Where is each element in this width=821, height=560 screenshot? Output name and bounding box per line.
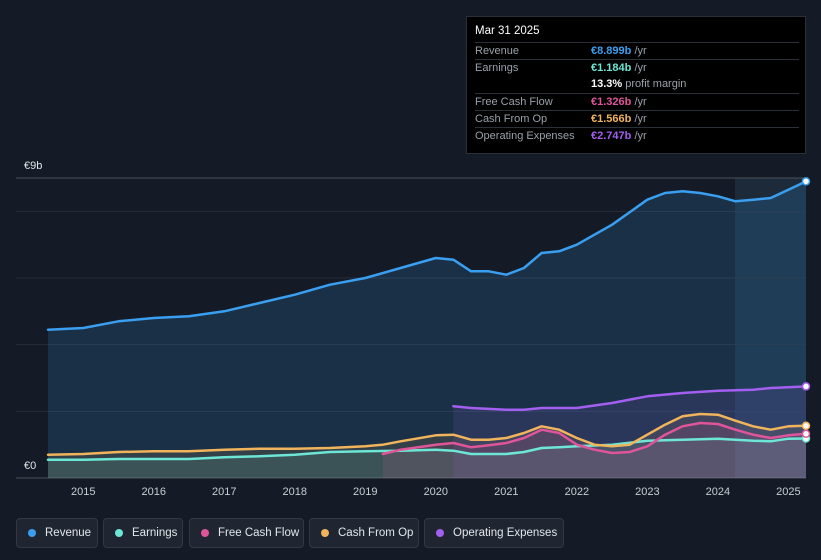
series-lines <box>46 180 808 461</box>
legend-item-earnings[interactable]: Earnings <box>103 518 183 548</box>
tooltip-row-revenue: Revenue €8.899b /yr <box>475 42 799 60</box>
area-operating-expenses <box>453 386 806 478</box>
series-end-markers <box>801 177 811 443</box>
legend-dot-icon <box>115 529 123 537</box>
forecast-shade <box>735 178 806 478</box>
tooltip-value: 13.3% profit margin <box>591 78 687 90</box>
tooltip-value: €1.326b /yr <box>591 96 647 108</box>
tooltip-value: €8.899b /yr <box>591 45 647 57</box>
x-tick-label: 2025 <box>776 486 800 498</box>
tooltip-row-cash-from-op: Cash From Op €1.566b /yr <box>475 110 799 128</box>
legend-item-cash-from-op[interactable]: Cash From Op <box>309 518 419 548</box>
tooltip-label: Cash From Op <box>475 113 548 125</box>
legend-dot-icon <box>436 529 444 537</box>
line-operating-expenses <box>452 385 808 411</box>
end-marker-cash-from-op <box>801 421 811 431</box>
end-marker-operating-expenses <box>801 382 811 391</box>
tooltip-row-operating-expenses: Operating Expenses €2.747b /yr <box>475 127 799 145</box>
x-tick-label: 2023 <box>635 486 659 498</box>
x-tick-label: 2021 <box>494 486 518 498</box>
end-marker-revenue <box>801 177 811 186</box>
legend-label: Revenue <box>45 527 92 539</box>
legend-item-revenue[interactable]: Revenue <box>16 518 98 548</box>
x-tick-label: 2019 <box>353 486 377 498</box>
x-tick-label: 2015 <box>71 486 95 498</box>
legend-item-free-cash-flow[interactable]: Free Cash Flow <box>189 518 304 548</box>
tooltip-value: €2.747b /yr <box>591 130 647 142</box>
legend-label: Operating Expenses <box>453 527 558 539</box>
tooltip-row-profit-margin: 13.3% profit margin <box>475 76 799 93</box>
tooltip-value: €1.566b /yr <box>591 113 647 125</box>
y-axis-top-label: €9b <box>24 160 43 172</box>
line-free-cash-flow <box>381 421 808 456</box>
end-marker-free-cash-flow <box>801 429 811 439</box>
tooltip-label: Free Cash Flow <box>475 96 553 108</box>
legend-label: Earnings <box>132 527 178 539</box>
legend-dot-icon <box>321 529 329 537</box>
tooltip-label: Revenue <box>475 45 520 57</box>
x-tick-label: 2017 <box>212 486 236 498</box>
line-revenue <box>46 180 808 331</box>
series-areas <box>48 181 806 478</box>
tooltip-row-earnings: Earnings €1.184b /yr <box>475 59 799 77</box>
x-tick-label: 2020 <box>424 486 448 498</box>
x-tick-label: 2024 <box>706 486 730 498</box>
legend-dot-icon <box>28 529 36 537</box>
x-tick-label: 2018 <box>283 486 307 498</box>
y-axis-bottom-label: €0 <box>24 460 37 472</box>
area-earnings <box>48 438 806 478</box>
tooltip: Mar 31 2025 Revenue €8.899b /yr Earnings… <box>466 16 806 154</box>
x-tick-label: 2016 <box>142 486 166 498</box>
legend-label: Free Cash Flow <box>218 527 300 539</box>
line-cash-from-op <box>46 412 808 456</box>
x-axis-ticks: 2015 2016 2017 2018 2019 2020 2021 2022 2023 2024… <box>71 486 801 498</box>
tooltip-label: Operating Expenses <box>475 130 575 142</box>
x-tick-label: 2022 <box>565 486 589 498</box>
tooltip-date: Mar 31 2025 <box>475 25 540 37</box>
grid-lines <box>16 177 806 479</box>
tooltip-row-free-cash-flow: Free Cash Flow €1.326b /yr <box>475 93 799 111</box>
legend-dot-icon <box>201 529 209 537</box>
area-revenue <box>48 181 806 478</box>
tooltip-value: €1.184b /yr <box>591 62 647 74</box>
line-earnings <box>46 437 808 461</box>
legend-item-operating-expenses[interactable]: Operating Expenses <box>424 518 564 548</box>
tooltip-label: Earnings <box>475 62 519 74</box>
legend-label: Cash From Op <box>338 527 414 539</box>
